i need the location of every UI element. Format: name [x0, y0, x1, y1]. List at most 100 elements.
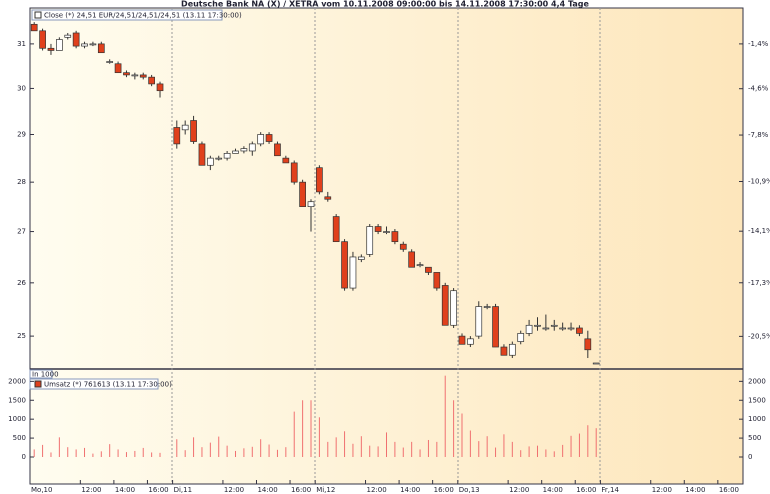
- volume-bar: [419, 449, 421, 457]
- candle-body: [399, 243, 407, 250]
- volume-bar: [276, 449, 278, 457]
- volume-bar: [344, 431, 346, 457]
- candle-body: [433, 272, 441, 289]
- volume-bar: [436, 441, 438, 457]
- candle-body: [148, 76, 155, 85]
- candle-body: [408, 251, 416, 268]
- candle-body: [56, 39, 63, 51]
- x-tick-label: 12:00: [367, 486, 387, 494]
- volume-bar: [125, 452, 127, 457]
- candle-body: [349, 256, 357, 289]
- candle-body: [215, 157, 223, 160]
- y-tick-label: 2000: [8, 377, 26, 385]
- volume-bar: [377, 446, 379, 457]
- candle-body: [114, 63, 122, 74]
- volume-bar: [360, 436, 362, 457]
- volume-bar: [503, 434, 505, 457]
- x-tick-label: 14:00: [543, 486, 563, 494]
- candle-body: [500, 346, 508, 356]
- volume-bar: [402, 447, 404, 457]
- y2-tick-label: 1500: [748, 396, 766, 404]
- volume-bar: [184, 450, 186, 457]
- x-tick-label: 16:00: [148, 486, 168, 494]
- volume-bar: [310, 400, 312, 457]
- volume-bar: [75, 449, 77, 457]
- candle-body: [559, 327, 567, 330]
- candle-body: [467, 338, 474, 345]
- plot-background: [29, 7, 744, 485]
- volume-bar: [142, 447, 144, 457]
- x-tick-label: Di,11: [174, 486, 192, 494]
- y-tick-label: 26: [17, 279, 26, 287]
- chart-title: Deutsche Bank NA (X) / XETRA vom 10.11.2…: [181, 0, 589, 9]
- candle-body: [72, 32, 80, 47]
- candle-body: [425, 266, 432, 273]
- candle-body: [483, 306, 491, 308]
- candle-body: [299, 181, 306, 207]
- x-tick-label: 16:00: [434, 486, 454, 494]
- volume-bar: [545, 449, 547, 457]
- y2-tick-label: 2000: [748, 377, 766, 385]
- volume-bar: [218, 436, 220, 457]
- volume-bar: [520, 450, 522, 457]
- y2-tick-label: -1,4%: [748, 40, 769, 48]
- volume-bar: [235, 450, 237, 457]
- legend-swatch: [34, 11, 42, 19]
- volume-bar: [469, 430, 471, 457]
- legend-label: Umsatz (*) 761613 (13.11 17:30:00): [44, 381, 172, 389]
- legend-swatch: [34, 380, 42, 388]
- x-tick-label: 16:00: [719, 486, 739, 494]
- candle-body: [123, 72, 130, 76]
- volume-bar: [553, 451, 555, 457]
- candle-body: [232, 150, 239, 154]
- volume-bar: [427, 439, 429, 457]
- y2-tick-label: -17,3%: [748, 279, 770, 287]
- y-tick-label: 25: [17, 332, 26, 340]
- candle-body: [30, 23, 38, 32]
- volume-bar: [159, 452, 161, 457]
- volume-bar: [84, 447, 86, 457]
- y2-tick-label: -4,6%: [748, 85, 769, 93]
- candle-body: [525, 324, 533, 334]
- candle-body: [517, 333, 525, 342]
- y-tick-label: 1000: [8, 415, 26, 423]
- legend-label: Close (*) 24,51 EUR/24,51/24,51/24,51 (1…: [44, 12, 242, 20]
- volume-bar: [302, 400, 304, 457]
- volume-bar: [67, 447, 69, 457]
- volume-bar: [528, 446, 530, 457]
- volume-bar: [369, 445, 371, 457]
- volume-bar: [176, 439, 178, 457]
- volume-bar: [318, 417, 320, 457]
- volume-bar: [444, 375, 446, 457]
- volume-bar: [117, 449, 119, 457]
- volume-bar: [394, 441, 396, 457]
- volume-bar: [578, 433, 580, 457]
- x-tick-label: Mi,12: [316, 486, 335, 494]
- candle-body: [81, 43, 88, 47]
- volume-bar: [335, 437, 337, 457]
- volume-bar: [562, 444, 564, 457]
- candle-body: [584, 338, 592, 351]
- y-tick-label: 31: [17, 40, 26, 48]
- x-tick-label: Do,13: [459, 486, 480, 494]
- candle-body: [97, 43, 105, 54]
- volume-bar: [201, 447, 203, 457]
- volume-bar: [251, 446, 253, 457]
- volume-bar: [293, 411, 295, 457]
- candle-body: [156, 83, 164, 92]
- volume-bar: [50, 452, 52, 457]
- candle-body: [332, 216, 340, 243]
- candle-body: [357, 256, 365, 260]
- candle-body: [366, 226, 374, 255]
- volume-bar: [268, 444, 270, 457]
- volume-bar: [226, 445, 228, 457]
- x-tick-label: 14:00: [257, 486, 277, 494]
- volume-bar: [511, 441, 513, 457]
- x-tick-label: 14:00: [400, 486, 420, 494]
- volume-bar: [327, 441, 329, 457]
- x-tick-label: Fr,14: [601, 486, 619, 494]
- volume-bar: [478, 441, 480, 457]
- volume-bar: [151, 452, 153, 457]
- y-tick-label: 28: [17, 178, 26, 186]
